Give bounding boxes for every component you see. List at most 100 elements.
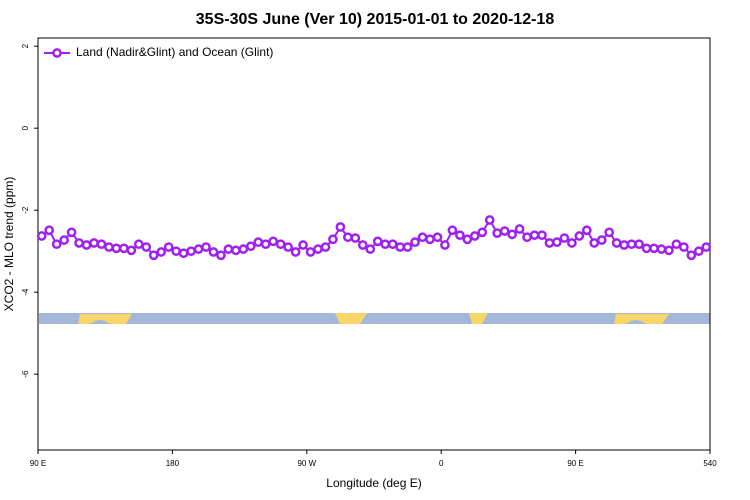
- data-point: [679, 242, 689, 252]
- data-point: [634, 239, 644, 250]
- data-point: [492, 228, 503, 238]
- chart-title: 35S-30S June (Ver 10) 2015-01-01 to 2020…: [196, 11, 555, 28]
- data-point: [469, 231, 480, 241]
- data-point: [104, 242, 114, 252]
- x-tick-label: 0: [439, 459, 444, 468]
- land-area: [335, 313, 367, 324]
- data-point: [649, 243, 659, 254]
- data-point: [328, 234, 338, 245]
- data-point: [417, 232, 428, 243]
- legend-marker: [52, 48, 62, 58]
- data-point: [223, 244, 234, 254]
- x-tick-label: 90 E: [30, 459, 46, 468]
- data-point: [387, 239, 398, 250]
- ocean-strip: [39, 313, 710, 324]
- data-point: [380, 239, 391, 250]
- x-tick-label: 180: [166, 459, 180, 468]
- data-point: [589, 238, 600, 248]
- data-point: [686, 250, 697, 261]
- data-point: [410, 237, 420, 248]
- data-point: [574, 231, 585, 241]
- y-axis-label: XCO2 - MLO trend (ppm): [2, 177, 16, 312]
- legend-label: Land (Nadir&Glint) and Ocean (Glint): [76, 45, 273, 59]
- data-point: [432, 232, 443, 243]
- land-map: [39, 313, 710, 324]
- data-point: [275, 239, 286, 250]
- data-point: [148, 250, 159, 261]
- data-point: [133, 239, 144, 250]
- data-point: [484, 215, 495, 225]
- x-tick-label: 90 W: [297, 459, 316, 468]
- data-point: [335, 222, 346, 232]
- data-point: [641, 243, 652, 254]
- data-point: [111, 243, 122, 254]
- data-point: [193, 244, 204, 254]
- y-tick-label: -2: [21, 206, 30, 214]
- data-point: [611, 238, 622, 248]
- data-point: [231, 245, 241, 256]
- data-point: [559, 233, 570, 243]
- data-point: [544, 238, 555, 248]
- data-point: [119, 243, 129, 254]
- x-axis-label: Longitude (deg E): [326, 476, 421, 490]
- data-point: [59, 235, 69, 245]
- data-point: [89, 238, 99, 248]
- data-point: [343, 232, 353, 243]
- y-tick-label: 2: [21, 43, 30, 48]
- data-point: [283, 242, 293, 252]
- data-point: [477, 227, 488, 238]
- y-tick-label: -4: [21, 288, 30, 296]
- data-point: [567, 238, 577, 248]
- data-point: [701, 242, 712, 252]
- data-point: [671, 239, 682, 250]
- data-point: [216, 250, 226, 261]
- data-point: [455, 230, 465, 241]
- data-point: [305, 247, 316, 257]
- data-point: [126, 245, 137, 256]
- y-tick-label: 0: [21, 125, 30, 130]
- data-point: [626, 239, 637, 250]
- data-point: [201, 242, 211, 252]
- data-point: [357, 240, 368, 250]
- data-point: [499, 226, 510, 236]
- ocean-area: [90, 320, 110, 324]
- data-point: [44, 225, 55, 236]
- data-point: [447, 225, 458, 236]
- data-point: [36, 231, 47, 241]
- data-point: [66, 227, 77, 238]
- ocean-area: [626, 320, 646, 324]
- data-point: [372, 236, 383, 247]
- data-point: [693, 246, 704, 257]
- data-point: [365, 244, 376, 254]
- land-area: [614, 314, 669, 324]
- data-point: [395, 242, 405, 252]
- data-point: [51, 239, 62, 250]
- data-point: [238, 244, 249, 254]
- data-point: [462, 234, 473, 245]
- data-point: [402, 242, 413, 252]
- data-point: [156, 247, 167, 257]
- data-point: [313, 244, 323, 254]
- data-point: [245, 241, 256, 252]
- data-point: [350, 233, 361, 243]
- data-point: [552, 237, 562, 248]
- data-point: [163, 242, 174, 252]
- data-point: [141, 242, 152, 252]
- data-point: [656, 244, 667, 254]
- x-tick-label: 90 E: [567, 459, 583, 468]
- data-point: [81, 240, 92, 250]
- data-point: [178, 248, 189, 259]
- data-point: [604, 227, 615, 238]
- data-point: [320, 242, 331, 252]
- data-point: [268, 236, 279, 247]
- data-point: [260, 239, 271, 250]
- x-tick-label: 540: [703, 459, 717, 468]
- land-area: [469, 313, 488, 324]
- data-point: [74, 238, 84, 248]
- data-point: [596, 235, 607, 245]
- data-point: [290, 247, 301, 257]
- data-point: [186, 246, 196, 257]
- data-point: [664, 245, 674, 256]
- data-point: [537, 230, 547, 241]
